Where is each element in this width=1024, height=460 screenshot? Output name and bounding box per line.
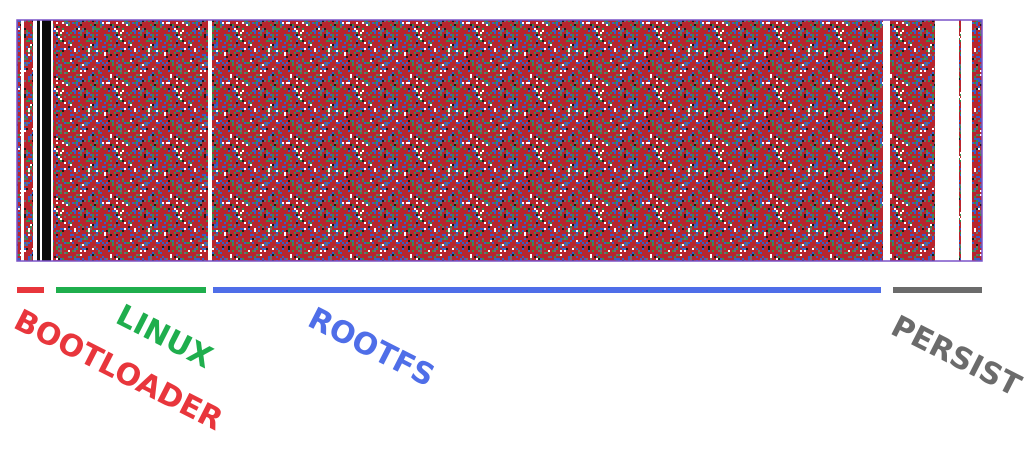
- white-band: [208, 20, 212, 261]
- segment-bars: [17, 287, 982, 293]
- white-band: [51, 20, 53, 261]
- rootfs-bar: [213, 287, 881, 293]
- binary-visualization: [16, 19, 983, 262]
- black-band: [37, 20, 40, 261]
- segment-labels: BOOTLOADER LINUX ROOTFS PERSIST: [8, 298, 1024, 438]
- white-band: [961, 20, 972, 261]
- strip-border: [16, 19, 983, 262]
- white-band: [21, 20, 24, 261]
- white-band: [40, 20, 42, 261]
- white-band: [33, 20, 37, 261]
- linux-bar: [56, 287, 206, 293]
- bootloader-bar: [17, 287, 44, 293]
- rootfs-label: ROOTFS: [302, 301, 440, 394]
- persist-label: PERSIST: [885, 309, 1024, 404]
- persist-bar: [893, 287, 982, 293]
- white-band: [883, 20, 890, 261]
- noise-region: [17, 20, 982, 261]
- black-band: [42, 20, 51, 261]
- white-band: [935, 20, 959, 261]
